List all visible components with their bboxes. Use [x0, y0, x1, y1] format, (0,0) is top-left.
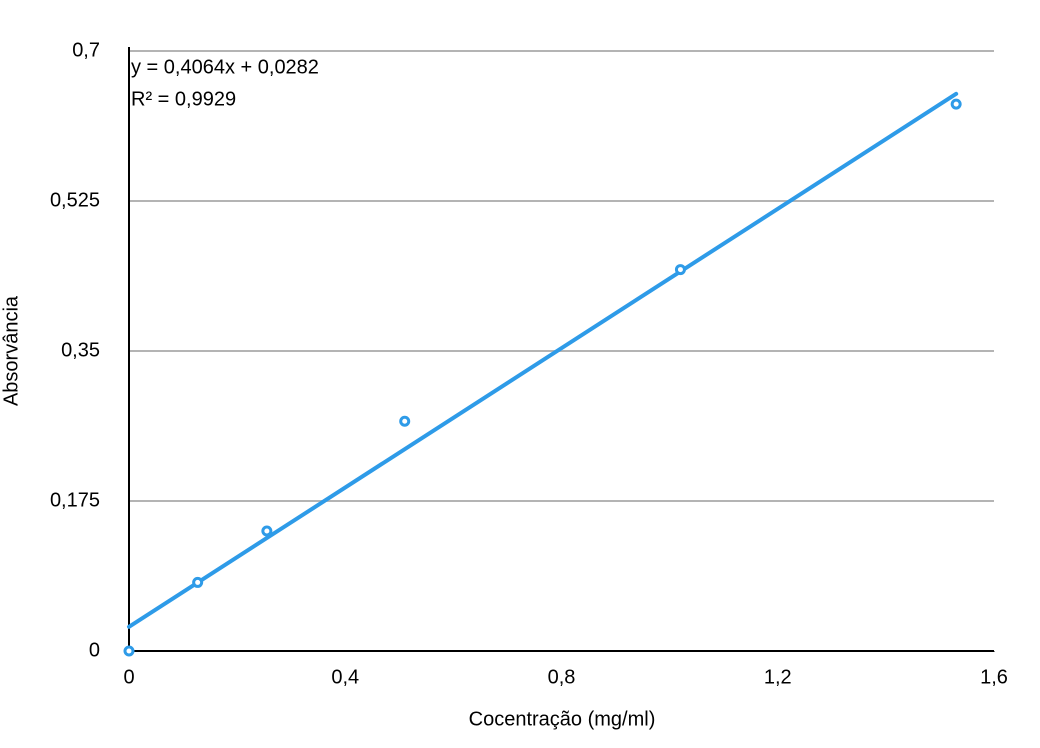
x-tick-label: 1,2 [764, 666, 792, 688]
data-point [399, 415, 411, 427]
y-tick-label: 0,525 [50, 189, 100, 211]
y-tick-label: 0,7 [72, 39, 100, 61]
data-point [261, 525, 273, 537]
x-axis-title: Cocentração (mg/ml) [469, 708, 656, 730]
data-point [674, 264, 686, 276]
r-squared: R² = 0,9929 [131, 88, 236, 110]
x-tick-label: 0 [123, 666, 134, 688]
data-point [192, 576, 204, 588]
x-tick-label: 0,8 [548, 666, 576, 688]
equation: y = 0,4064x + 0,0282 [131, 56, 319, 78]
data-point [950, 98, 962, 110]
y-axis-title: Absorvância [0, 295, 22, 406]
x-tick-label: 1,6 [980, 666, 1008, 688]
y-tick-label: 0 [89, 639, 100, 661]
trendline [127, 91, 959, 629]
y-tick-label: 0,175 [50, 489, 100, 511]
x-tick-label: 0,4 [331, 666, 359, 688]
y-tick-label: 0,35 [61, 339, 100, 361]
data-point [123, 645, 135, 657]
